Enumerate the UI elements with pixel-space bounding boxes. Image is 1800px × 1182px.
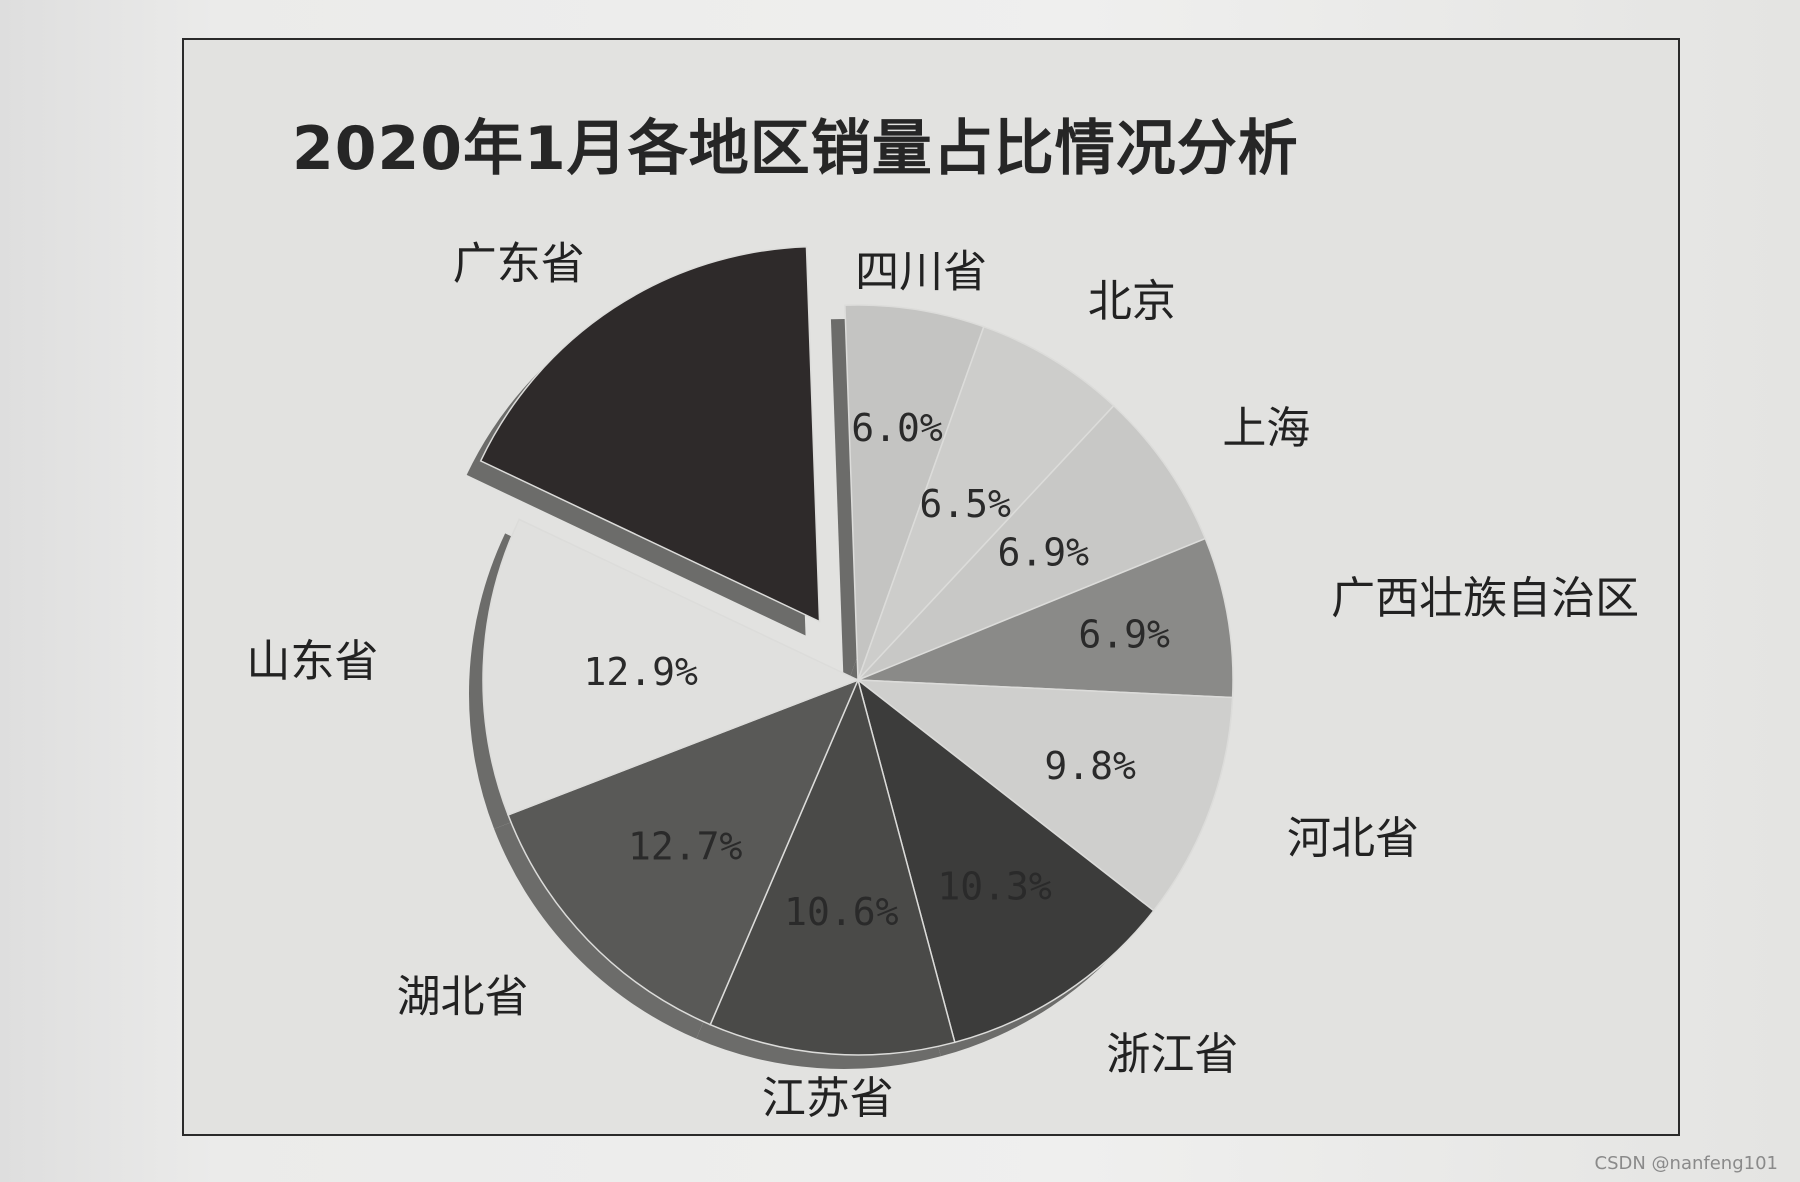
pie-slice-8	[482, 518, 860, 816]
pie-slice-3	[857, 537, 1234, 699]
pie-slice-4	[855, 679, 1234, 912]
pie-slice-5	[856, 678, 1155, 1044]
percent-label-1: 6.5%	[919, 482, 1011, 526]
percent-label-0: 6.0%	[851, 406, 943, 450]
percent-label-7: 12.7%	[628, 825, 743, 869]
pie-slice-6	[709, 677, 956, 1056]
pie-slice-2	[857, 404, 1207, 681]
category-label-2: 上海	[1222, 403, 1310, 454]
percent-label-3: 6.9%	[1078, 612, 1170, 656]
category-label-7: 湖北省	[397, 971, 529, 1022]
pie-labels: 四川省 6.0% 北京 6.5% 上海 6.9% 广西壮族自治区 6.9% 河北省 9.8% 浙江省…	[246, 238, 1639, 1124]
category-label-4: 河北省	[1287, 813, 1419, 864]
category-label-9: 广东省	[453, 238, 585, 289]
watermark-text: CSDN @nanfeng101	[1594, 1153, 1779, 1174]
category-label-0: 四川省	[855, 246, 987, 297]
pie-slice-9	[479, 245, 821, 623]
category-label-6: 江苏省	[762, 1073, 894, 1124]
pie-slice-1	[857, 325, 1115, 681]
percent-label-4: 9.8%	[1044, 744, 1136, 788]
category-label-5: 浙江省	[1106, 1029, 1238, 1080]
category-label-1: 北京	[1088, 276, 1176, 327]
percent-label-2: 6.9%	[997, 530, 1089, 574]
pie-slices	[479, 245, 1234, 1056]
percent-label-8: 12.9%	[583, 650, 698, 694]
percent-label-5: 10.3%	[937, 864, 1052, 908]
chart-title: 2020年1月各地区销量占比情况分析	[292, 114, 1299, 184]
pie-slice-0	[844, 304, 985, 681]
pie-slice-7	[507, 678, 860, 1026]
category-label-8: 山东省	[246, 636, 378, 687]
percent-label-6: 10.6%	[784, 890, 899, 934]
category-label-3: 广西壮族自治区	[1331, 573, 1639, 624]
